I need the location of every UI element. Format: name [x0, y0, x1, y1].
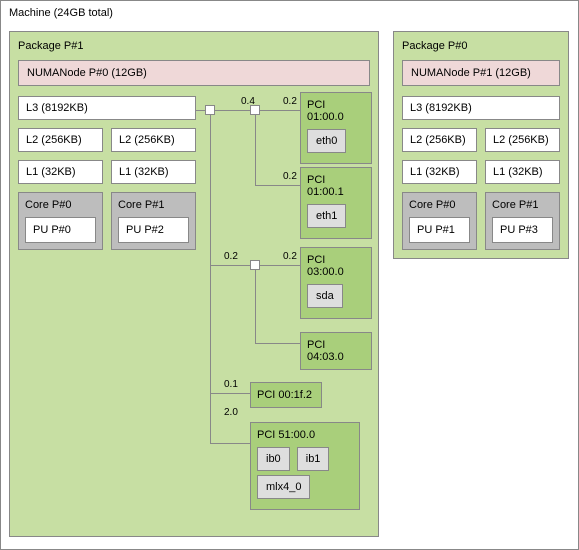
package-0: Package P#0 NUMANode P#1 (12GB) L3 (8192… — [393, 31, 569, 259]
pci-01-00-0-label: PCI 01:00.0 — [307, 99, 365, 123]
numa-node-1: NUMANode P#1 (12GB) — [402, 60, 560, 86]
weight-a-pci01-0: 0.2 — [283, 96, 297, 107]
l1-row-p0: L1 (32KB) L1 (32KB) — [402, 160, 560, 192]
line-a-pci01-0 — [260, 110, 300, 111]
l2-cache-p0-1: L2 (256KB) — [485, 128, 560, 152]
weight-b-pci03: 0.2 — [283, 251, 297, 262]
device-eth1: eth1 — [307, 204, 346, 228]
pci-51-00-0-label: PCI 51:00.0 — [257, 429, 353, 441]
packages-row: Package P#1 NUMANode P#0 (12GB) L3 (8192… — [9, 31, 570, 537]
device-ib0: ib0 — [257, 447, 290, 471]
line-l3-root — [196, 110, 205, 111]
pci-01-00-0: PCI 01:00.0 eth0 — [300, 92, 372, 164]
pci-00-1f-2: PCI 00:1f.2 — [250, 382, 322, 408]
bridge-root — [205, 105, 215, 115]
package-1-label: Package P#1 — [18, 40, 370, 52]
core-1: Core P#1 PU P#2 — [111, 192, 196, 250]
pci-01-00-1-label: PCI 01:00.1 — [307, 174, 365, 198]
line-b-pci03 — [260, 265, 300, 266]
pu-1: PU P#1 — [409, 217, 470, 243]
numa-node-0: NUMANode P#0 (12GB) — [18, 60, 370, 86]
line-a-pci01-1 — [255, 185, 300, 186]
weight-root-pci00: 0.1 — [224, 379, 238, 390]
l3-cache-p0: L3 (8192KB) — [402, 96, 560, 120]
line-a-down — [255, 115, 256, 185]
l1-row: L1 (32KB) L1 (32KB) — [18, 160, 196, 192]
device-mlx4-0: mlx4_0 — [257, 475, 310, 499]
core-row-p0: Core P#0 PU P#1 Core P#1 PU P#3 — [402, 192, 560, 250]
pci-04-03-0: PCI 04:03.0 — [300, 332, 372, 370]
core-0: Core P#0 PU P#0 — [18, 192, 103, 250]
core-row: Core P#0 PU P#0 Core P#1 PU P#2 — [18, 192, 196, 250]
l2-cache-1: L2 (256KB) — [111, 128, 196, 152]
l1-cache-p0-1: L1 (32KB) — [485, 160, 560, 184]
l1-cache-1: L1 (32KB) — [111, 160, 196, 184]
l2-cache-p0-0: L2 (256KB) — [402, 128, 477, 152]
line-b-pci04 — [255, 343, 300, 344]
package-0-label: Package P#0 — [402, 40, 560, 52]
l2-cache-0: L2 (256KB) — [18, 128, 103, 152]
pu-2: PU P#2 — [118, 217, 189, 243]
package-1-caches: L3 (8192KB) L2 (256KB) L2 (256KB) L1 (32… — [18, 96, 196, 250]
weight-root-pci51: 2.0 — [224, 407, 238, 418]
core-p0-0: Core P#0 PU P#1 — [402, 192, 477, 250]
bridge-a — [250, 105, 260, 115]
l2-row-p0: L2 (256KB) L2 (256KB) — [402, 128, 560, 160]
pci-03-00-0: PCI 03:00.0 sda — [300, 247, 372, 319]
core-1-label: Core P#1 — [118, 199, 189, 211]
core-p0-1-label: Core P#1 — [492, 199, 553, 211]
pci-00-1f-2-label: PCI 00:1f.2 — [257, 389, 315, 401]
machine-container: Machine (24GB total) Package P#1 NUMANod… — [0, 0, 579, 550]
line-root-pci00 — [210, 393, 250, 394]
line-root-pci51 — [210, 443, 250, 444]
core-p0-0-label: Core P#0 — [409, 199, 470, 211]
l1-cache-0: L1 (32KB) — [18, 160, 103, 184]
device-sda: sda — [307, 284, 343, 308]
bridge-b — [250, 260, 260, 270]
core-0-label: Core P#0 — [25, 199, 96, 211]
weight-a-pci01-1: 0.2 — [283, 171, 297, 182]
core-p0-1: Core P#1 PU P#3 — [485, 192, 560, 250]
line-root-b — [210, 265, 250, 266]
weight-root-b: 0.2 — [224, 251, 238, 262]
device-ib1: ib1 — [297, 447, 330, 471]
pu-3: PU P#3 — [492, 217, 553, 243]
pu-0: PU P#0 — [25, 217, 96, 243]
pci-04-03-0-label: PCI 04:03.0 — [307, 339, 365, 363]
l1-cache-p0-0: L1 (32KB) — [402, 160, 477, 184]
machine-label: Machine (24GB total) — [9, 7, 570, 19]
l2-row: L2 (256KB) L2 (256KB) — [18, 128, 196, 160]
pci-51-00-0: PCI 51:00.0 ib0 ib1 mlx4_0 — [250, 422, 360, 510]
pci-01-00-1: PCI 01:00.1 eth1 — [300, 167, 372, 239]
line-root-a — [215, 110, 250, 111]
package-1: Package P#1 NUMANode P#0 (12GB) L3 (8192… — [9, 31, 379, 537]
line-b-down — [255, 270, 256, 343]
pci-03-00-0-label: PCI 03:00.0 — [307, 254, 365, 278]
device-eth0: eth0 — [307, 129, 346, 153]
l3-cache: L3 (8192KB) — [18, 96, 196, 120]
